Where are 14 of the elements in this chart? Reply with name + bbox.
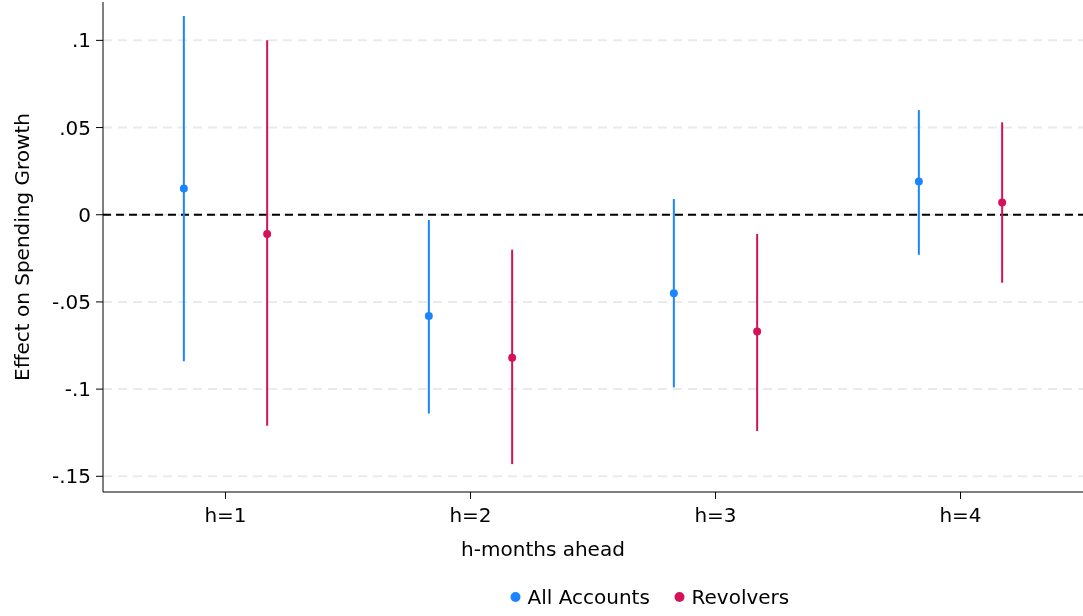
x-tick-label: h=2 [449, 503, 492, 527]
y-tick-label: -.15 [51, 464, 91, 489]
x-axis-title: h-months ahead [461, 537, 625, 561]
legend-label: All Accounts [527, 585, 650, 609]
y-tick-label: .1 [71, 28, 91, 53]
x-tick-label: h=1 [204, 503, 247, 527]
x-tick-label: h=3 [694, 503, 737, 527]
y-tick-label: .05 [59, 115, 91, 140]
y-tick-label: -.1 [64, 377, 91, 402]
y-tick-label: 0 [78, 202, 91, 227]
y-tick-label: -.05 [51, 289, 91, 314]
x-tick-label: h=4 [939, 503, 982, 527]
y-axis-title: Effect on Spending Growth [10, 113, 34, 381]
legend-label: Revolvers [691, 585, 790, 609]
